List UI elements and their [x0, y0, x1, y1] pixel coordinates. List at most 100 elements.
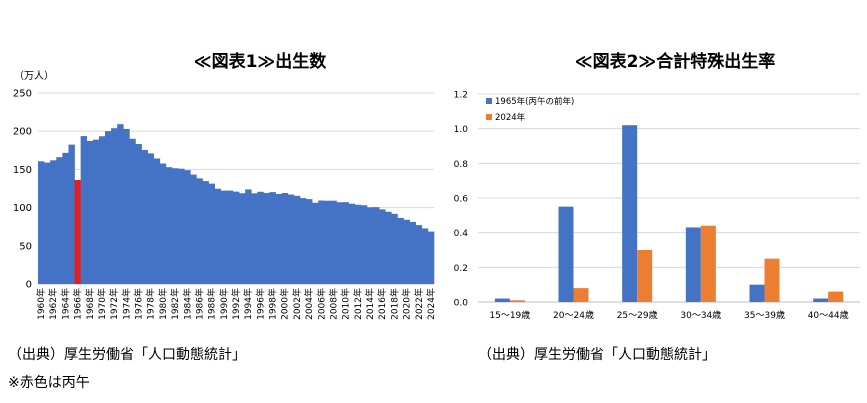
chart1-xtick-label: 1974年: [120, 288, 132, 320]
chart1-xtick-label: 1988年: [206, 288, 218, 320]
chart1-bar: [141, 149, 148, 284]
chart1-bar: [427, 231, 435, 284]
chart1-xtick-label: 2014年: [364, 288, 376, 320]
chart1-plot: （万人） 0 50 100 150 200 250 1960年 1962年 1964年 1966…: [13, 70, 437, 320]
chart2-ytick-label: 0.4: [454, 229, 469, 239]
chart1-bar: [257, 191, 264, 284]
chart1-xtick-label: 2018年: [388, 288, 400, 320]
chart1-bar: [415, 225, 423, 284]
chart1-source: （出典）厚生労働省「人口動態統計」: [8, 347, 246, 363]
chart1-bar: [123, 128, 130, 284]
chart1-xtick-label: 1960年: [35, 288, 47, 320]
chart1-xtick-label: 2000年: [279, 288, 291, 320]
chart1-bar: [159, 163, 167, 284]
chart1-xtick-label: 1990年: [218, 288, 230, 320]
chart1-bar: [86, 140, 94, 284]
chart2-xtick-label: 15～19歳: [489, 309, 530, 321]
chart1-bar: [165, 167, 173, 284]
chart1-bar: [348, 203, 356, 284]
chart1-bar: [336, 202, 343, 284]
chart1-bar: [208, 183, 215, 284]
chart2-title: ≪図表2≫合計特殊出生率: [574, 52, 776, 72]
chart1-bar: [190, 174, 197, 284]
chart1-bar: [239, 193, 246, 284]
chart1-bar: [135, 143, 142, 284]
chart2-xtick-label: 35～39歳: [744, 309, 785, 321]
chart1-xtick-label: 1970年: [96, 288, 108, 320]
chart2-source: （出典）厚生労働省「人口動態統計」: [478, 347, 716, 363]
chart1-bar: [92, 139, 100, 284]
chart2-ytick-label: 0.2: [454, 264, 468, 274]
chart1-bar: [299, 198, 307, 284]
chart1-bar: [184, 170, 191, 284]
chart2-panel: ≪図表2≫合計特殊出生率 0.0 0.2 0.4 0.6 0.8 1.0 1.2 15～19…: [440, 0, 867, 403]
chart1-xtick-label: 2010年: [340, 288, 352, 320]
chart1-xtick-label: 2016年: [376, 288, 388, 320]
chart1-bar: [44, 162, 51, 284]
chart2-bar-2024: [509, 300, 525, 302]
chart1-bar: [147, 153, 155, 284]
chart1-bar: [68, 144, 75, 284]
chart2-bar-1965: [749, 284, 765, 302]
chart1-xtick-label: 1966年: [72, 288, 84, 320]
chart1-bar: [226, 190, 234, 284]
chart2-ytick-label: 0.0: [454, 299, 469, 309]
chart1-bar: [245, 189, 252, 284]
chart1-xtick-label: 2024年: [425, 288, 437, 320]
chart2-xtick-label: 20～24歳: [553, 309, 594, 321]
chart1-bar: [251, 193, 258, 284]
chart1-bar: [105, 131, 112, 284]
chart2-bar-2024: [573, 288, 589, 302]
chart2-bar-1965: [494, 298, 510, 302]
chart1-bar: [330, 200, 337, 284]
chart2-bar-1965: [622, 125, 638, 302]
chart1-panel: ≪図表1≫出生数 （万人） 0 50 100 150 200 250 1960年 1962年…: [8, 52, 437, 391]
chart1-bar: [385, 211, 392, 284]
chart1-xtick-label: 2008年: [327, 288, 339, 320]
chart1-bar: [397, 217, 404, 284]
chart1-bar: [56, 157, 63, 284]
chart1-xtick-label: 2004年: [303, 288, 315, 320]
chart2-ytick-label: 1.2: [454, 91, 468, 101]
chart2-bar-2024: [700, 225, 716, 302]
chart1-unit-label: （万人）: [14, 70, 54, 82]
chart2-bar-1965: [813, 298, 829, 302]
chart1-bar: [153, 158, 161, 284]
chart2-bar-1965: [558, 206, 574, 302]
chart2-bar-2024: [764, 258, 780, 302]
chart1-xtick-label: 1972年: [108, 288, 120, 320]
chart2-ytick-label: 0.8: [454, 160, 469, 170]
chart2-legend-label: 1965年(丙午の前年): [495, 96, 574, 107]
chart1-bar: [409, 221, 417, 284]
chart1-ytick-label: 100: [13, 203, 32, 214]
chart1-xtick-label: 1992年: [230, 288, 242, 320]
chart1-xtick-label: 1962年: [47, 288, 59, 320]
chart1-bar: [62, 152, 69, 284]
chart1-bar: [275, 194, 282, 284]
chart1-bar: [117, 124, 124, 284]
chart2-bar-2024: [637, 250, 653, 302]
chart1-xtick-label: 2002年: [291, 288, 303, 320]
chart1-bar: [342, 202, 350, 284]
chart1-xtick-label: 1996年: [254, 288, 266, 320]
chart1-xtick-label: 1982年: [169, 288, 181, 320]
chart1-bar: [98, 136, 106, 284]
chart1-xtick-label: 2012年: [352, 288, 364, 320]
chart1-xtick-label: 1984年: [181, 288, 193, 320]
chart1-bar: [312, 202, 319, 284]
chart1-bar: [38, 161, 45, 284]
chart1-bar: [379, 209, 386, 284]
chart1-bar: [403, 219, 410, 284]
chart1-bar: [129, 138, 136, 284]
chart2-ytick-label: 0.6: [454, 195, 469, 205]
chart2-xtick-label: 30～34歳: [680, 309, 721, 321]
chart1-bar: [373, 207, 380, 284]
chart1-ytick-label: 0: [26, 280, 32, 291]
chart1-bar: [354, 204, 362, 284]
chart1-note: ※赤色は丙午: [8, 375, 90, 391]
chart2-xtick-label: 25～29歳: [617, 309, 658, 321]
chart1-xtick-label: 1980年: [157, 288, 169, 320]
chart1-bar: [293, 195, 301, 284]
chart1-bar: [287, 194, 295, 284]
chart1-ytick-label: 150: [13, 165, 32, 176]
